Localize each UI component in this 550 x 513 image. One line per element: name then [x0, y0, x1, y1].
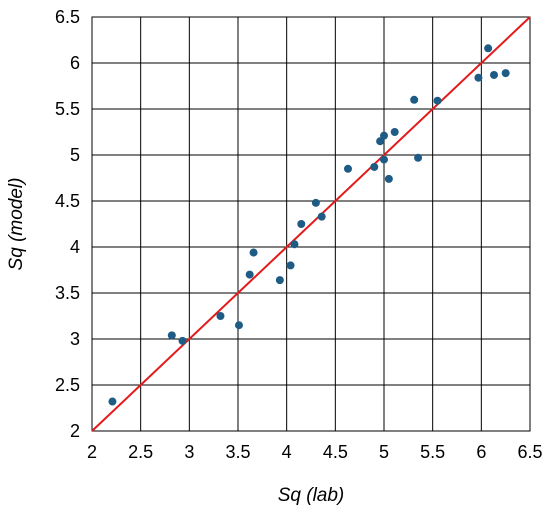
- data-point-18: [384, 174, 393, 183]
- data-point-20: [410, 95, 419, 104]
- data-points: [108, 44, 510, 406]
- plot-border: [91, 16, 531, 432]
- x-tick-label-2: 3: [184, 442, 194, 462]
- x-tick-label-0: 2: [87, 442, 97, 462]
- x-tick-labels: 2 2.5 3 3.5 4 4.5 5 5.5 6 6.5: [87, 442, 543, 462]
- data-point-9: [290, 240, 299, 249]
- y-tick-labels: 2 2.5 3 3.5 4 4.5 5 5.5 6 6.5: [55, 7, 80, 441]
- x-tick-label-9: 6.5: [517, 442, 542, 462]
- data-point-11: [311, 198, 320, 207]
- x-axis-title: Sq (lab): [278, 485, 345, 506]
- x-tick-label-1: 2.5: [128, 442, 153, 462]
- data-point-4: [234, 321, 243, 330]
- data-point-17: [380, 155, 388, 164]
- y-tick-label-3: 3.5: [55, 283, 80, 303]
- data-point-8: [286, 261, 295, 270]
- data-point-12: [317, 212, 326, 221]
- x-tick-label-8: 6: [476, 442, 486, 462]
- data-point-23: [474, 73, 483, 82]
- x-tick-label-7: 5.5: [420, 442, 445, 462]
- y-tick-label-0: 2: [70, 421, 80, 441]
- y-tick-label-7: 5.5: [55, 99, 80, 119]
- data-point-26: [501, 69, 510, 78]
- y-tick-label-4: 4: [70, 237, 80, 257]
- x-tick-label-5: 4.5: [323, 442, 348, 462]
- y-tick-label-2: 3: [70, 329, 80, 349]
- data-point-24: [484, 44, 493, 53]
- data-point-21: [414, 153, 423, 162]
- x-tick-label-4: 4: [282, 442, 292, 462]
- y-tick-label-1: 2.5: [55, 375, 80, 395]
- x-tick-label-3: 3.5: [225, 442, 250, 462]
- y-tick-label-6: 5: [70, 145, 80, 165]
- y-tick-label-5: 4.5: [55, 191, 80, 211]
- y-tick-label-8: 6: [70, 53, 80, 73]
- data-point-22: [433, 96, 442, 105]
- data-point-25: [489, 70, 498, 79]
- data-point-16: [380, 131, 388, 140]
- data-point-10: [297, 220, 306, 228]
- data-point-0: [108, 397, 117, 406]
- data-point-5: [245, 270, 254, 279]
- data-point-7: [275, 276, 284, 285]
- data-point-19: [390, 128, 399, 136]
- data-point-6: [249, 248, 258, 257]
- data-point-3: [216, 312, 225, 320]
- identity-reference-line: [91, 16, 531, 432]
- y-axis-title: Sq (model): [6, 178, 27, 271]
- y-tick-label-9: 6.5: [55, 7, 80, 27]
- x-tick-label-6: 5: [379, 442, 389, 462]
- data-point-14: [370, 162, 379, 171]
- data-point-1: [167, 331, 176, 340]
- data-point-2: [178, 336, 187, 345]
- data-point-13: [343, 164, 352, 173]
